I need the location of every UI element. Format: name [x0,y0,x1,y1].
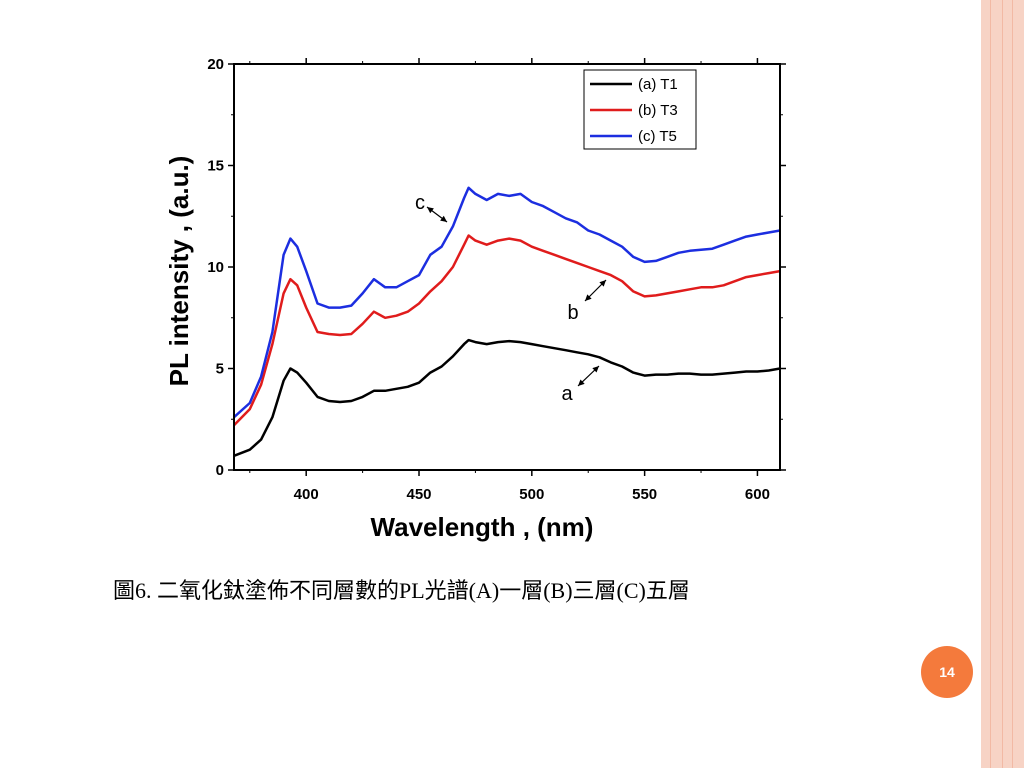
pl-spectrum-chart: 400 450 500 550 600 0 5 10 15 20 Wavelength , (nm… [164,56,786,542]
y-tick-label: 10 [207,259,224,276]
arrowhead [578,379,585,386]
x-tick-label: 450 [406,486,431,503]
page-number-badge: 14 [921,646,973,698]
series-line-3 [233,186,781,419]
decor-stripe [1003,0,1024,768]
series-line-2 [233,234,781,427]
x-tick-label: 600 [745,486,770,503]
arrowhead [427,207,434,214]
arrowhead [592,366,599,373]
y-tick-label: 5 [216,361,224,378]
figure-caption: 圖6. 二氧化鈦塗佈不同層數的PL光譜(A)一層(B)三層(C)五層 [113,578,690,603]
x-tick-label: 550 [632,486,657,503]
legend: (a) T1 (b) T3 (c) T5 [583,69,697,150]
legend-label: (c) T5 [638,128,677,145]
decor-stripe [981,0,990,768]
annotation-label: a [561,383,573,405]
annotation-label: c [415,192,425,214]
plot-frame [233,63,781,471]
x-tick-label: 400 [294,486,319,503]
arrowhead [599,280,606,287]
series-line-1 [233,338,781,457]
annotation-label: b [567,302,578,324]
x-axis-title: Wavelength , (nm) [371,512,594,542]
y-tick-label: 0 [216,462,224,479]
y-tick-label: 20 [207,56,224,73]
arrowhead [585,294,592,301]
decor-stripe [991,0,1002,768]
legend-label: (b) T3 [638,102,678,119]
decor-stripe-line [1012,0,1013,768]
decor-stripe-line [990,0,991,768]
arrowhead [440,215,447,222]
x-tick-label: 500 [519,486,544,503]
legend-label: (a) T1 [638,76,678,93]
decor-stripe-line [1002,0,1003,768]
y-axis-title: PL intensity , (a.u.) [164,156,194,387]
y-tick-label: 15 [207,158,224,175]
